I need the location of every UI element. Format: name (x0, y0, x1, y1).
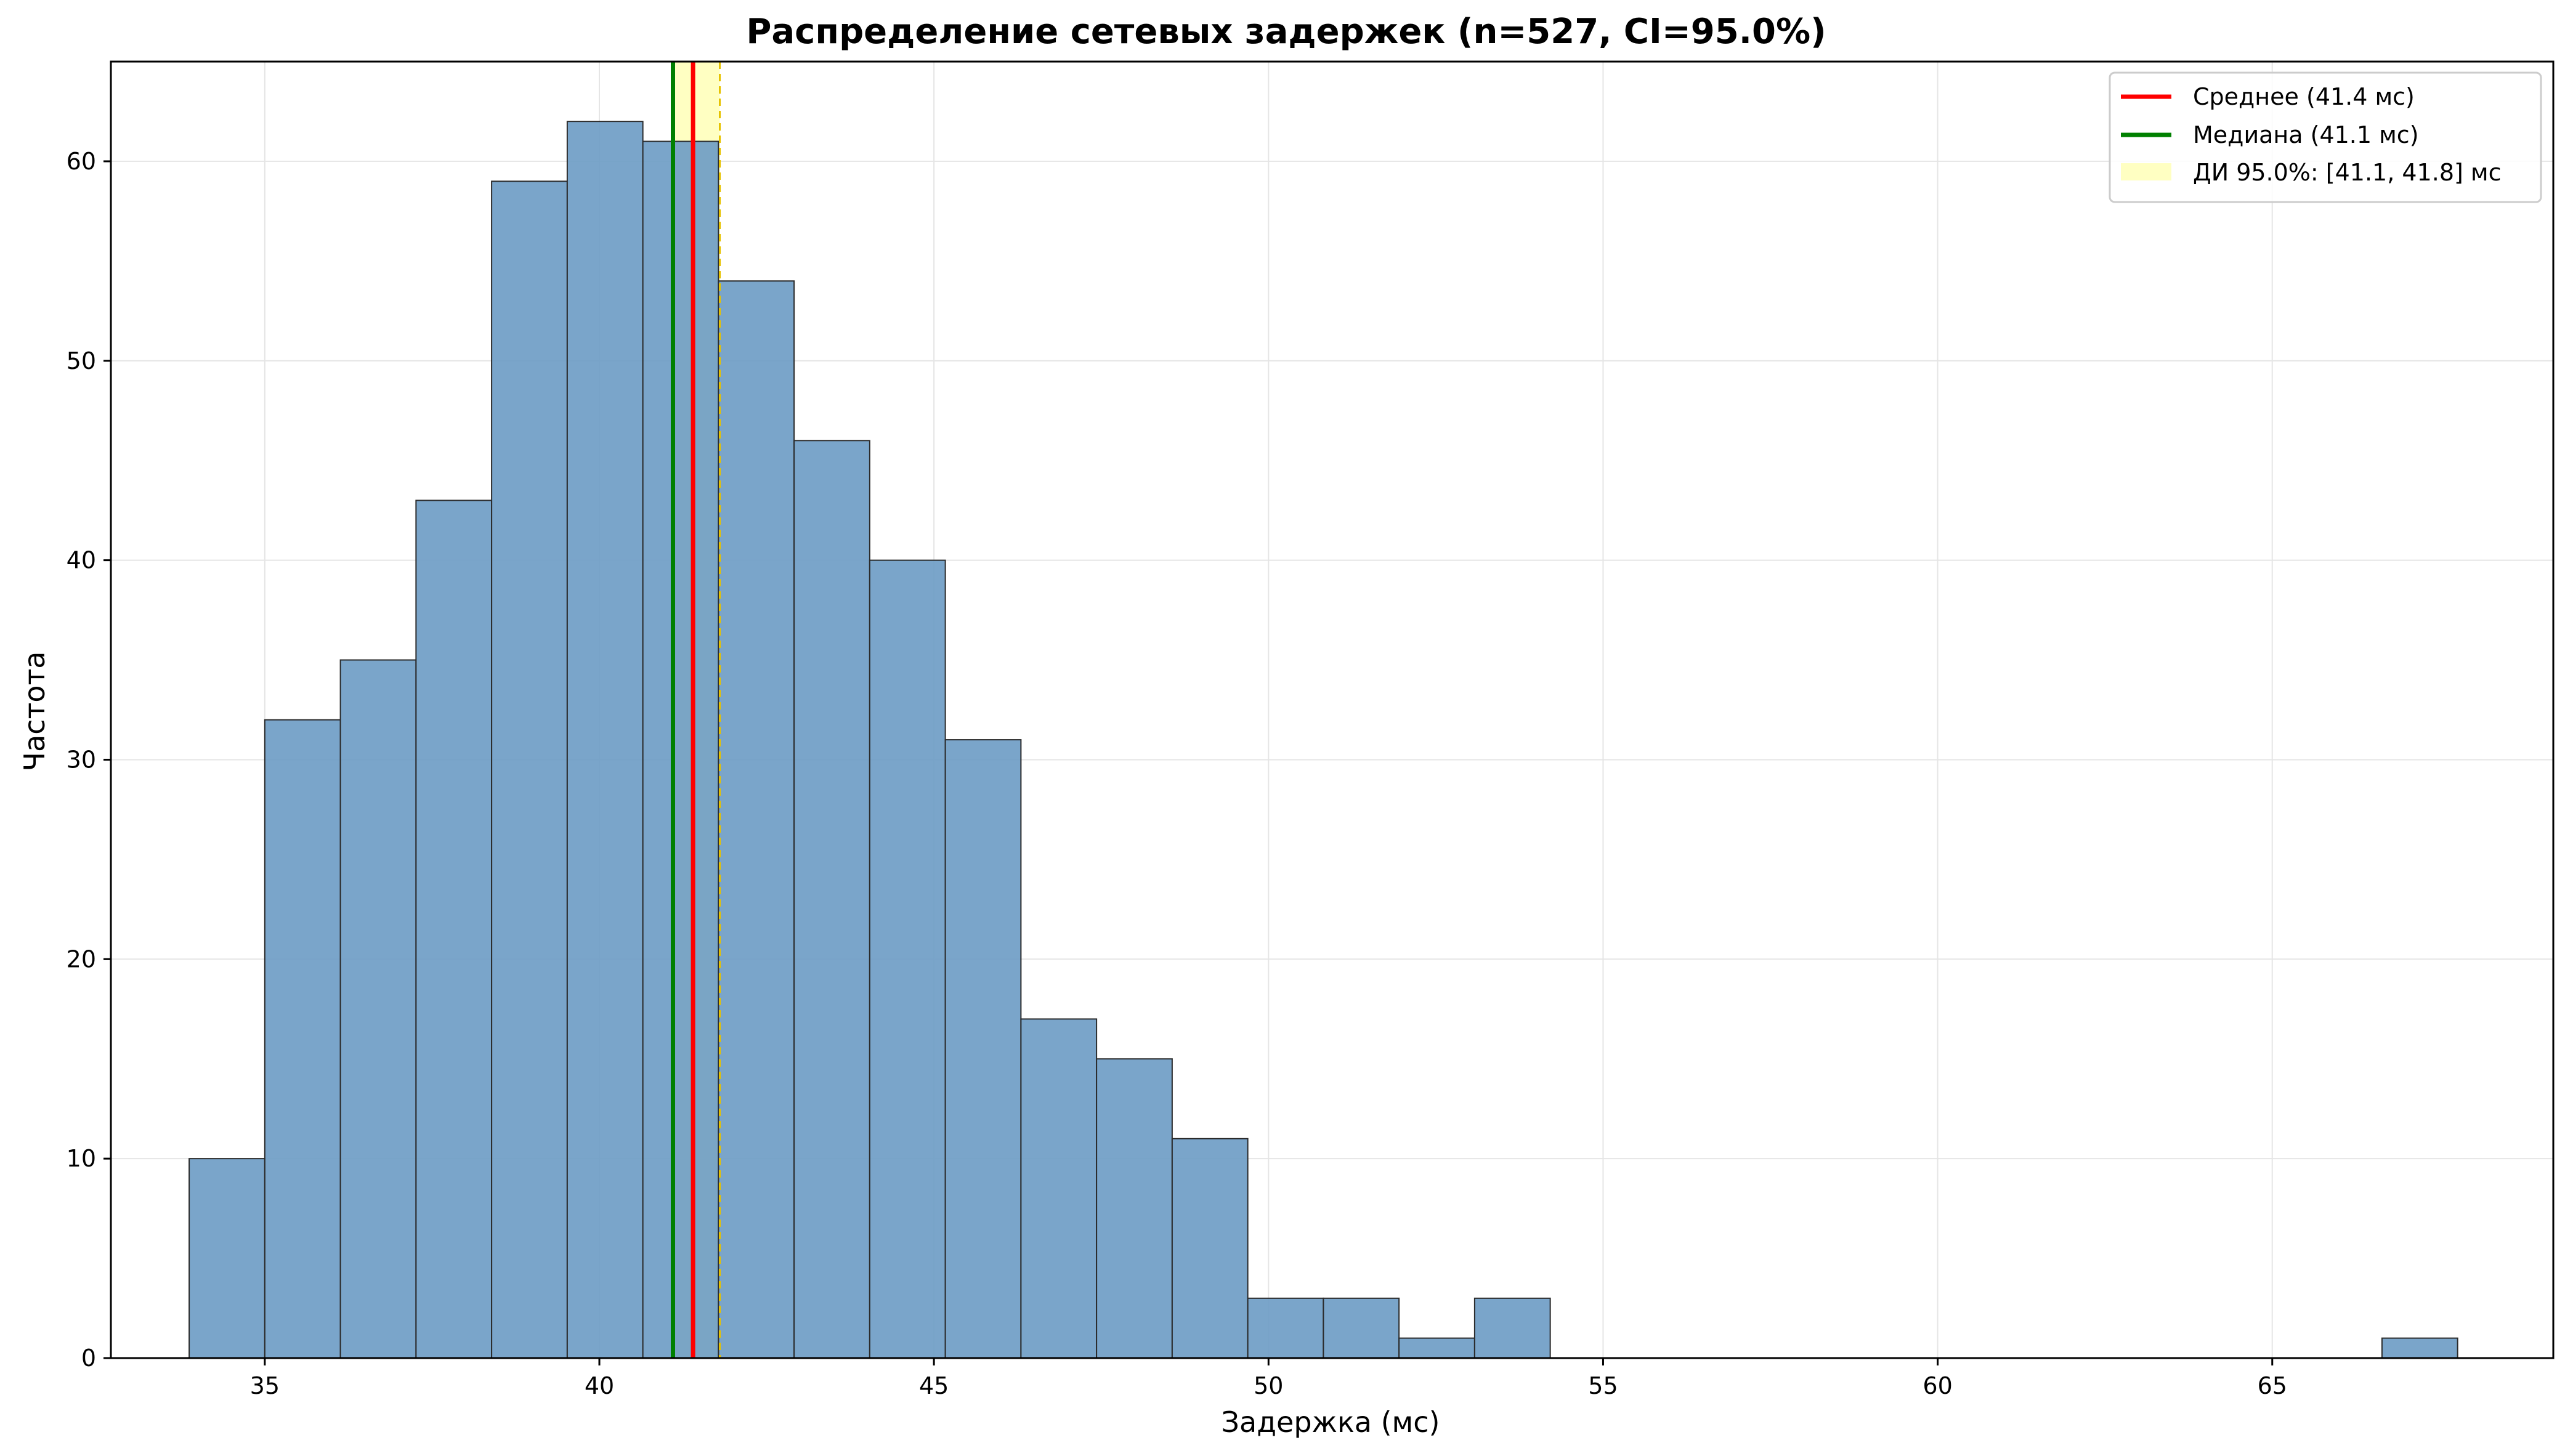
histogram-bar (1398, 1337, 1475, 1359)
y-axis-label: Частота (18, 652, 51, 772)
legend-median-label: Медиана (41.1 мс) (2193, 121, 2419, 148)
histogram-bar (1247, 1297, 1324, 1359)
y-tick-label: 50 (67, 347, 96, 374)
histogram-bar (491, 180, 568, 1359)
chart-title: Распределение сетевых задержек (n=527, C… (746, 12, 1826, 52)
x-tick-label: 55 (1588, 1372, 1618, 1399)
histogram-bar (718, 280, 795, 1359)
histogram-bar (1171, 1138, 1249, 1359)
histogram-bar (1020, 1018, 1098, 1359)
y-tick-label: 10 (67, 1145, 96, 1172)
legend-mean-label: Среднее (41.4 мс) (2193, 83, 2415, 110)
histogram-bar (793, 440, 870, 1359)
histogram-bar (339, 659, 417, 1359)
y-axis-ticks: 0 10 20 30 40 50 60 (67, 148, 111, 1372)
x-tick-label: 65 (2258, 1372, 2287, 1399)
x-axis-ticks: 35 40 45 50 55 60 65 (250, 1358, 2287, 1399)
x-axis-label: Задержка (мс) (1222, 1405, 1440, 1439)
legend-ci-swatch (2121, 163, 2171, 180)
x-tick-label: 40 (585, 1372, 614, 1399)
histogram-bar (188, 1158, 265, 1359)
histogram-bar (2381, 1337, 2458, 1359)
histogram-bars (188, 121, 2458, 1359)
histogram-bar (1323, 1297, 1400, 1359)
reference-lines (670, 62, 721, 1358)
x-tick-label: 35 (250, 1372, 280, 1399)
legend-ci-label: ДИ 95.0%: [41.1, 41.8] мс (2193, 159, 2501, 186)
histogram-bar (642, 140, 719, 1359)
x-tick-label: 45 (919, 1372, 949, 1399)
y-tick-label: 20 (67, 945, 96, 973)
x-tick-label: 50 (1254, 1372, 1283, 1399)
axes (110, 60, 2555, 1359)
histogram-bar (944, 739, 1022, 1359)
legend: Среднее (41.4 мс) Медиана (41.1 мс) ДИ 9… (2109, 71, 2542, 203)
y-tick-label: 60 (67, 148, 96, 175)
y-tick-label: 40 (67, 547, 96, 574)
y-tick-label: 30 (67, 746, 96, 773)
histogram-bar (1473, 1297, 1551, 1359)
x-tick-label: 60 (1923, 1372, 1952, 1399)
histogram-bar (566, 121, 644, 1359)
histogram-bar (264, 719, 341, 1359)
legend-box (2109, 71, 2542, 203)
histogram-bar (869, 559, 946, 1359)
histogram-bar (415, 499, 493, 1359)
y-tick-label: 0 (81, 1345, 96, 1372)
histogram-bar (1096, 1058, 1173, 1359)
plot-frame (110, 60, 2555, 1359)
